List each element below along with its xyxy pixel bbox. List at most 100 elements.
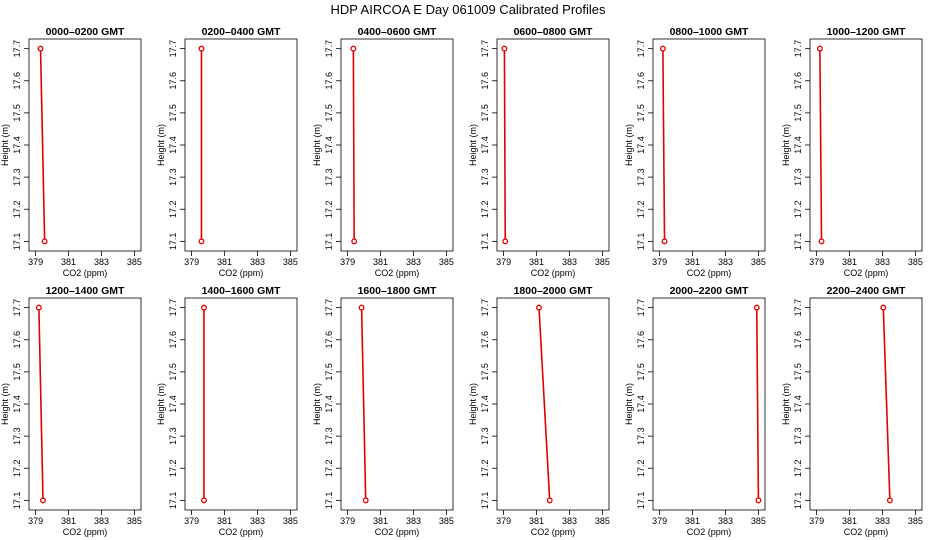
x-axis-label: CO2 (ppm) xyxy=(531,268,576,278)
y-tick-label: 17.5 xyxy=(480,104,490,122)
profile-line xyxy=(352,48,355,242)
panel-title: 2200–2400 GMT xyxy=(827,285,906,297)
y-tick-label: 17.7 xyxy=(793,40,803,58)
profile-point xyxy=(362,497,369,504)
y-tick-label: 17.4 xyxy=(168,395,178,413)
panel: 1600–1800 GMT 379 381 383 385 CO2 (ppm) 17.1 17… xyxy=(312,285,454,537)
y-tick-label: 17.5 xyxy=(168,104,178,122)
x-tick-label: 379 xyxy=(652,257,667,267)
y-tick-label: 17.6 xyxy=(480,331,490,349)
profile-point xyxy=(350,45,357,52)
panel: 1400–1600 GMT 379 381 383 385 CO2 (ppm) 17.1 17… xyxy=(156,285,298,537)
y-tick-label: 17.5 xyxy=(636,363,646,381)
x-tick-label: 381 xyxy=(217,257,232,267)
profile-point xyxy=(200,497,207,504)
y-tick-label: 17.3 xyxy=(12,427,22,445)
x-tick-label: 379 xyxy=(340,516,355,526)
x-tick-label: 385 xyxy=(908,516,923,526)
y-tick-label: 17.4 xyxy=(480,395,490,413)
panel: 0800–1000 GMT 379 381 383 385 CO2 (ppm) 17.1 17… xyxy=(624,26,766,278)
x-tick-label: 379 xyxy=(496,516,511,526)
y-tick-label: 17.5 xyxy=(793,363,803,381)
y-tick-label: 17.6 xyxy=(324,331,334,349)
profile-point xyxy=(40,497,46,504)
x-tick-label: 381 xyxy=(61,257,76,267)
y-axis-label: Height (m) xyxy=(156,124,166,166)
y-tick-label: 17.4 xyxy=(12,395,22,413)
y-tick-label: 17.7 xyxy=(168,299,178,317)
y-tick-label: 17.1 xyxy=(12,492,22,510)
panel-title: 0600–0800 GMT xyxy=(514,26,593,38)
y-tick-label: 17.7 xyxy=(324,40,334,58)
panel: 1800–2000 GMT 379 381 383 385 CO2 (ppm) 17.1 17… xyxy=(468,285,610,537)
x-tick-label: 379 xyxy=(340,257,355,267)
panel: 1000–1200 GMT 379 381 383 385 CO2 (ppm) 17.1 17… xyxy=(781,26,923,278)
y-tick-label: 17.3 xyxy=(168,168,178,186)
y-tick-label: 17.2 xyxy=(480,200,490,218)
x-tick-label: 383 xyxy=(718,516,733,526)
y-tick-label: 17.3 xyxy=(793,168,803,186)
y-tick-label: 17.1 xyxy=(12,233,22,251)
profile-line xyxy=(39,48,46,242)
y-axis-label: Height (m) xyxy=(781,124,791,166)
plot-frame xyxy=(340,38,454,252)
y-tick-label: 17.2 xyxy=(636,200,646,218)
panel: 0200–0400 GMT 379 381 383 385 CO2 (ppm) 17.1 17… xyxy=(156,26,298,278)
profile-point xyxy=(753,304,760,311)
profile-line xyxy=(882,307,891,501)
y-axis-label: Height (m) xyxy=(468,124,478,166)
panel: 2000–2200 GMT 379 381 383 385 CO2 (ppm) 17.1 17… xyxy=(624,285,766,537)
x-tick-label: 383 xyxy=(875,257,890,267)
y-tick-label: 17.7 xyxy=(480,40,490,58)
plot-frame xyxy=(28,38,142,252)
profile-line xyxy=(819,48,823,242)
page-title: HDP AIRCOA E Day 061009 Calibrated Profi… xyxy=(330,2,606,17)
y-tick-label: 17.1 xyxy=(793,233,803,251)
y-tick-label: 17.5 xyxy=(12,363,22,381)
profile-point xyxy=(546,497,553,504)
x-tick-label: 379 xyxy=(809,257,824,267)
y-tick-label: 17.7 xyxy=(12,299,22,317)
y-tick-label: 17.2 xyxy=(793,200,803,218)
x-tick-label: 383 xyxy=(94,257,109,267)
x-tick-label: 379 xyxy=(184,516,199,526)
x-tick-label: 381 xyxy=(529,516,544,526)
x-tick-label: 379 xyxy=(28,257,43,267)
y-tick-label: 17.4 xyxy=(324,395,334,413)
panel: 0600–0800 GMT 379 381 383 385 CO2 (ppm) 17.1 17… xyxy=(468,26,610,278)
y-tick-label: 17.3 xyxy=(793,427,803,445)
x-tick-label: 379 xyxy=(496,257,511,267)
y-axis-label: Height (m) xyxy=(468,383,478,425)
y-axis-label: Height (m) xyxy=(624,383,634,425)
plot-frame xyxy=(496,297,610,511)
y-tick-label: 17.4 xyxy=(793,136,803,154)
plot-frame xyxy=(184,297,298,511)
x-tick-label: 381 xyxy=(842,516,857,526)
x-tick-label: 381 xyxy=(373,257,388,267)
y-tick-label: 17.1 xyxy=(324,233,334,251)
y-tick-label: 17.1 xyxy=(480,492,490,510)
profile-point xyxy=(351,238,358,245)
y-axis-label: Height (m) xyxy=(624,124,634,166)
profile-point xyxy=(536,304,542,311)
x-tick-label: 383 xyxy=(406,516,421,526)
panel-title: 1600–1800 GMT xyxy=(358,285,437,297)
x-tick-label: 381 xyxy=(61,516,76,526)
y-tick-label: 17.6 xyxy=(480,72,490,90)
x-tick-label: 379 xyxy=(28,516,43,526)
profile-point xyxy=(661,238,668,245)
panel-title: 0400–0600 GMT xyxy=(358,26,437,38)
plot-frame xyxy=(652,297,766,511)
y-tick-label: 17.2 xyxy=(12,200,22,218)
y-tick-label: 17.1 xyxy=(636,233,646,251)
y-tick-label: 17.3 xyxy=(480,427,490,445)
x-tick-label: 383 xyxy=(562,257,577,267)
profile-line xyxy=(755,307,760,501)
profile-point xyxy=(886,497,893,504)
x-axis-label: CO2 (ppm) xyxy=(531,527,576,537)
y-tick-label: 17.7 xyxy=(636,40,646,58)
panel: 0400–0600 GMT 379 381 383 385 CO2 (ppm) 17.1 17… xyxy=(312,26,454,278)
x-tick-label: 385 xyxy=(439,257,454,267)
profile-point xyxy=(880,304,887,311)
